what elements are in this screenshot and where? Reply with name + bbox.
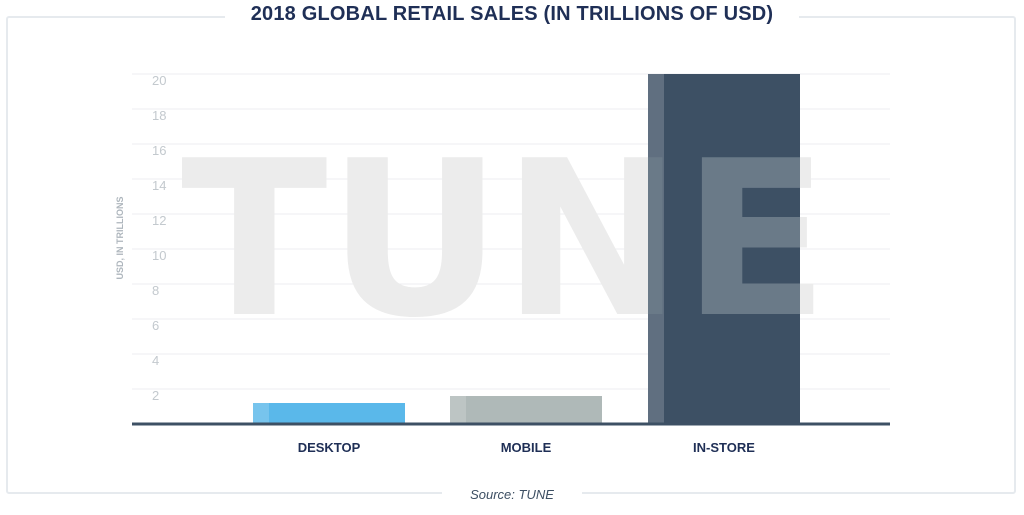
y-tick-label: 8 bbox=[152, 283, 159, 298]
y-tick-labels: 2 4 6 8 10 12 14 16 18 20 bbox=[152, 73, 166, 403]
chart-title-text: 2018 GLOBAL RETAIL SALES (IN TRILLIONS O… bbox=[224, 3, 800, 25]
x-tick-label: DESKTOP bbox=[298, 440, 361, 455]
bars bbox=[253, 74, 800, 424]
source-text: Source: TUNE bbox=[442, 487, 582, 502]
y-tick-label: 4 bbox=[152, 353, 159, 368]
bar-highlight bbox=[648, 74, 664, 424]
y-tick-label: 20 bbox=[152, 73, 166, 88]
bar bbox=[253, 403, 405, 424]
bar-highlight bbox=[450, 396, 466, 424]
bar-highlight bbox=[253, 403, 269, 424]
bar-desktop bbox=[253, 403, 405, 424]
y-axis-label: USD, IN TRILLIONS bbox=[115, 197, 125, 280]
chart-source: Source: TUNE bbox=[0, 487, 1024, 502]
y-tick-label: 10 bbox=[152, 248, 166, 263]
y-tick-label: 18 bbox=[152, 108, 166, 123]
x-tick-label: MOBILE bbox=[501, 440, 552, 455]
bar-in-store bbox=[648, 74, 800, 424]
bar-mobile bbox=[450, 396, 602, 424]
watermark-logo-overlay: TUNE bbox=[181, 114, 829, 365]
x-tick-label: IN-STORE bbox=[693, 440, 755, 455]
y-tick-label: 2 bbox=[152, 388, 159, 403]
bar bbox=[648, 74, 800, 424]
x-tick-labels: DESKTOP MOBILE IN-STORE bbox=[298, 440, 756, 455]
y-tick-label: 16 bbox=[152, 143, 166, 158]
y-tick-label: 6 bbox=[152, 318, 159, 333]
bar bbox=[450, 396, 602, 424]
chart-title: 2018 GLOBAL RETAIL SALES (IN TRILLIONS O… bbox=[0, 3, 1024, 26]
y-tick-label: 14 bbox=[152, 178, 166, 193]
y-tick-label: 12 bbox=[152, 213, 166, 228]
